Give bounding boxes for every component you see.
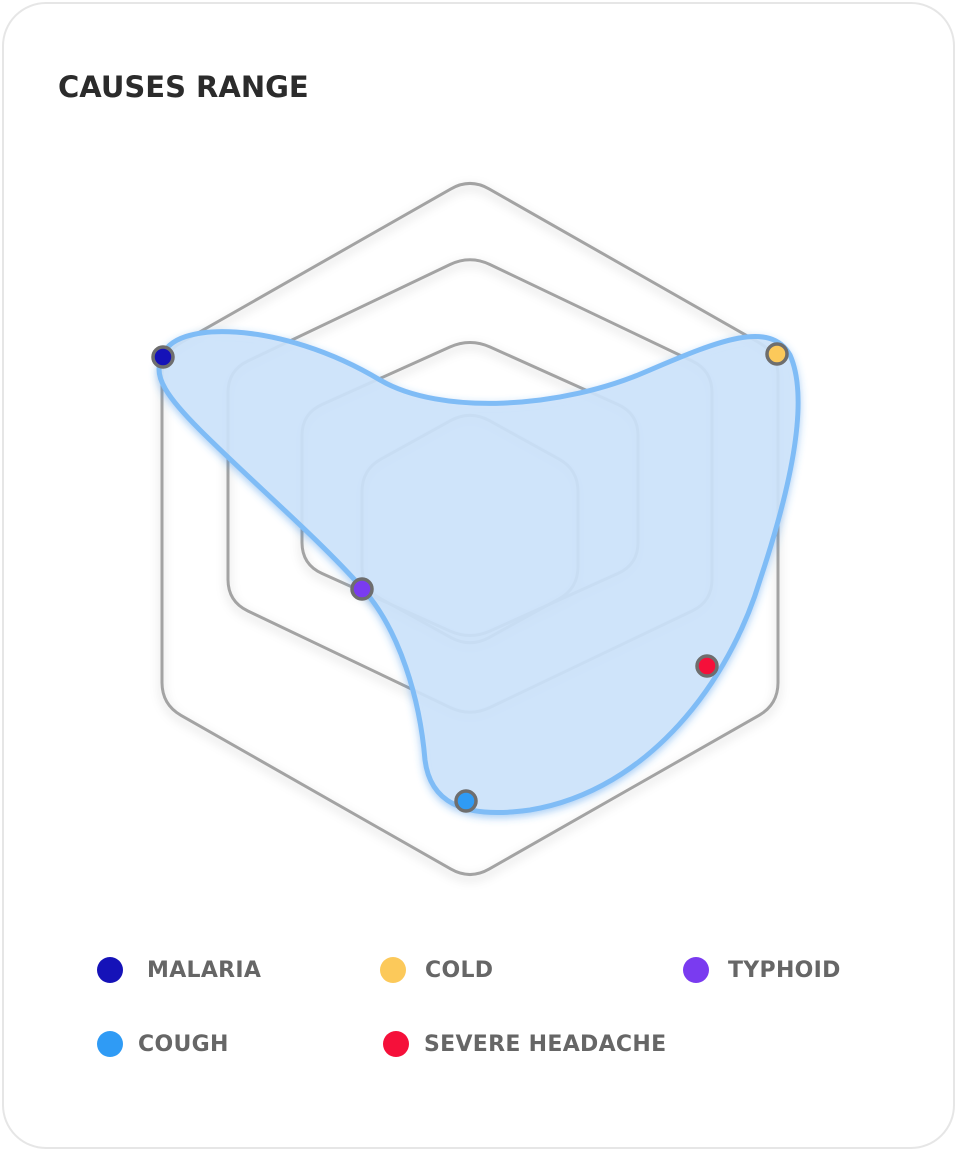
radar-point-typhoid[interactable] xyxy=(350,577,374,601)
legend-dot-cold xyxy=(380,957,406,983)
legend-label-cough: COUGH xyxy=(138,1031,229,1057)
legend-dot-cough xyxy=(97,1031,123,1057)
legend-label-severe-headache: SEVERE HEADACHE xyxy=(424,1031,667,1057)
legend-item-severe-headache[interactable]: SEVERE HEADACHE xyxy=(383,1029,666,1059)
radar-point-cough[interactable] xyxy=(454,789,478,813)
legend-dot-severe-headache xyxy=(383,1031,409,1057)
legend-item-typhoid[interactable]: TYPHOID xyxy=(683,955,841,985)
legend-label-typhoid: TYPHOID xyxy=(728,957,841,983)
legend-label-malaria: MALARIA xyxy=(147,957,262,983)
radar-point-malaria[interactable] xyxy=(151,345,175,369)
radar-area-group xyxy=(156,329,801,816)
legend-dot-malaria xyxy=(97,957,123,983)
radar-markers xyxy=(151,342,789,813)
radar-data-area xyxy=(156,329,801,816)
legend-item-malaria[interactable]: MALARIA xyxy=(97,955,261,985)
chart-title: CAUSES RANGE xyxy=(58,70,309,104)
legend-item-cough[interactable]: COUGH xyxy=(97,1029,229,1059)
legend-dot-typhoid xyxy=(683,957,709,983)
radar-point-cold[interactable] xyxy=(765,342,789,366)
radar-point-severe-headache[interactable] xyxy=(695,654,719,678)
legend-label-cold: COLD xyxy=(425,957,494,983)
legend-item-cold[interactable]: COLD xyxy=(380,955,493,985)
